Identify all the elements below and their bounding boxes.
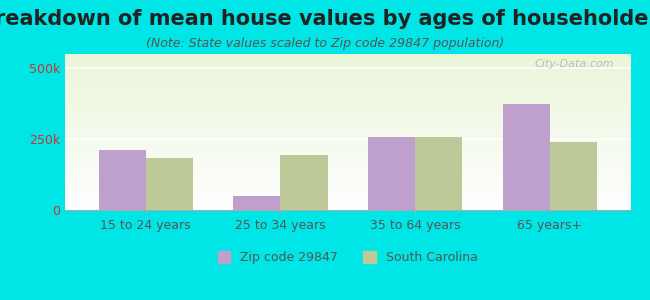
- Bar: [233, 196, 280, 210]
- Text: Breakdown of mean house values by ages of householders: Breakdown of mean house values by ages o…: [0, 9, 650, 29]
- Bar: [550, 142, 597, 210]
- Bar: [415, 137, 462, 210]
- Text: (Note: State values scaled to Zip code 29847 population): (Note: State values scaled to Zip code 2…: [146, 38, 504, 50]
- Legend: Zip code 29847, South Carolina: Zip code 29847, South Carolina: [213, 246, 482, 269]
- Bar: [99, 150, 146, 210]
- Text: City-Data.com: City-Data.com: [534, 59, 614, 69]
- Bar: [368, 137, 415, 210]
- Bar: [502, 103, 550, 210]
- Bar: [146, 158, 193, 210]
- Bar: [280, 155, 328, 210]
